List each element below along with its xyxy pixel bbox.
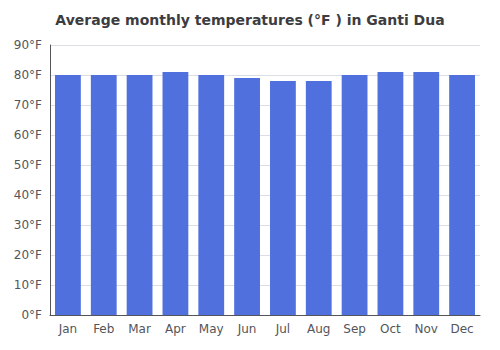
svg-text:40°F: 40°F	[14, 188, 42, 202]
svg-text:Apr: Apr	[165, 322, 186, 336]
svg-text:10°F: 10°F	[14, 278, 42, 292]
svg-text:90°F: 90°F	[14, 38, 42, 52]
svg-text:80°F: 80°F	[14, 68, 42, 82]
svg-text:Jun: Jun	[237, 322, 257, 336]
svg-text:Jan: Jan	[58, 322, 78, 336]
svg-text:Nov: Nov	[415, 322, 438, 336]
svg-text:20°F: 20°F	[14, 248, 42, 262]
svg-text:Mar: Mar	[128, 322, 151, 336]
svg-text:Oct: Oct	[380, 322, 401, 336]
svg-text:Average monthly temperatures (: Average monthly temperatures (°F ) in Ga…	[55, 12, 444, 28]
svg-text:60°F: 60°F	[14, 128, 42, 142]
svg-text:0°F: 0°F	[21, 308, 42, 322]
svg-text:30°F: 30°F	[14, 218, 42, 232]
svg-text:Feb: Feb	[93, 322, 114, 336]
svg-text:Jul: Jul	[275, 322, 290, 336]
svg-text:50°F: 50°F	[14, 158, 42, 172]
svg-text:Aug: Aug	[307, 322, 330, 336]
svg-text:Sep: Sep	[343, 322, 366, 336]
svg-text:70°F: 70°F	[14, 98, 42, 112]
svg-text:May: May	[199, 322, 224, 336]
svg-text:Dec: Dec	[450, 322, 473, 336]
